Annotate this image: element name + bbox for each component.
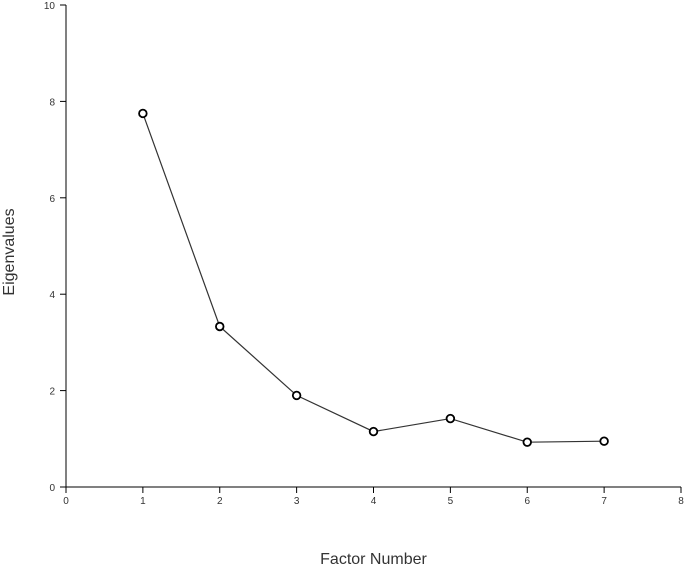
data-point [599,436,609,446]
y-tick-label: 4 [49,290,55,301]
y-tick-label: 6 [49,194,55,205]
x-axis-title: Factor Number [320,551,427,565]
x-tick-label: 8 [678,496,684,507]
x-ticks: 0 1 2 3 4 5 6 7 8 [63,487,684,507]
series-line [142,113,605,443]
series [138,108,609,447]
y-tick-label: 0 [49,483,55,494]
data-point [215,321,225,332]
y-axis-title: Eigenvalues [1,208,18,295]
y-tick-label: 8 [49,97,55,108]
x-tick-label: 3 [294,496,300,507]
x-tick-label: 6 [524,496,530,507]
y-ticks: 0 2 4 6 8 10 [44,1,66,494]
x-tick-label: 0 [63,496,69,507]
data-point [522,437,532,447]
x-tick-label: 2 [217,496,223,507]
y-tick-label: 2 [49,387,55,398]
data-point [445,413,456,424]
x-tick-label: 1 [140,496,146,507]
data-point [138,108,148,119]
x-tick-label: 4 [371,496,377,507]
data-point [368,426,379,437]
x-tick-label: 7 [601,496,607,507]
axes [65,5,681,488]
y-tick-label: 10 [44,1,56,12]
x-tick-label: 5 [448,496,454,507]
data-point [291,390,302,401]
